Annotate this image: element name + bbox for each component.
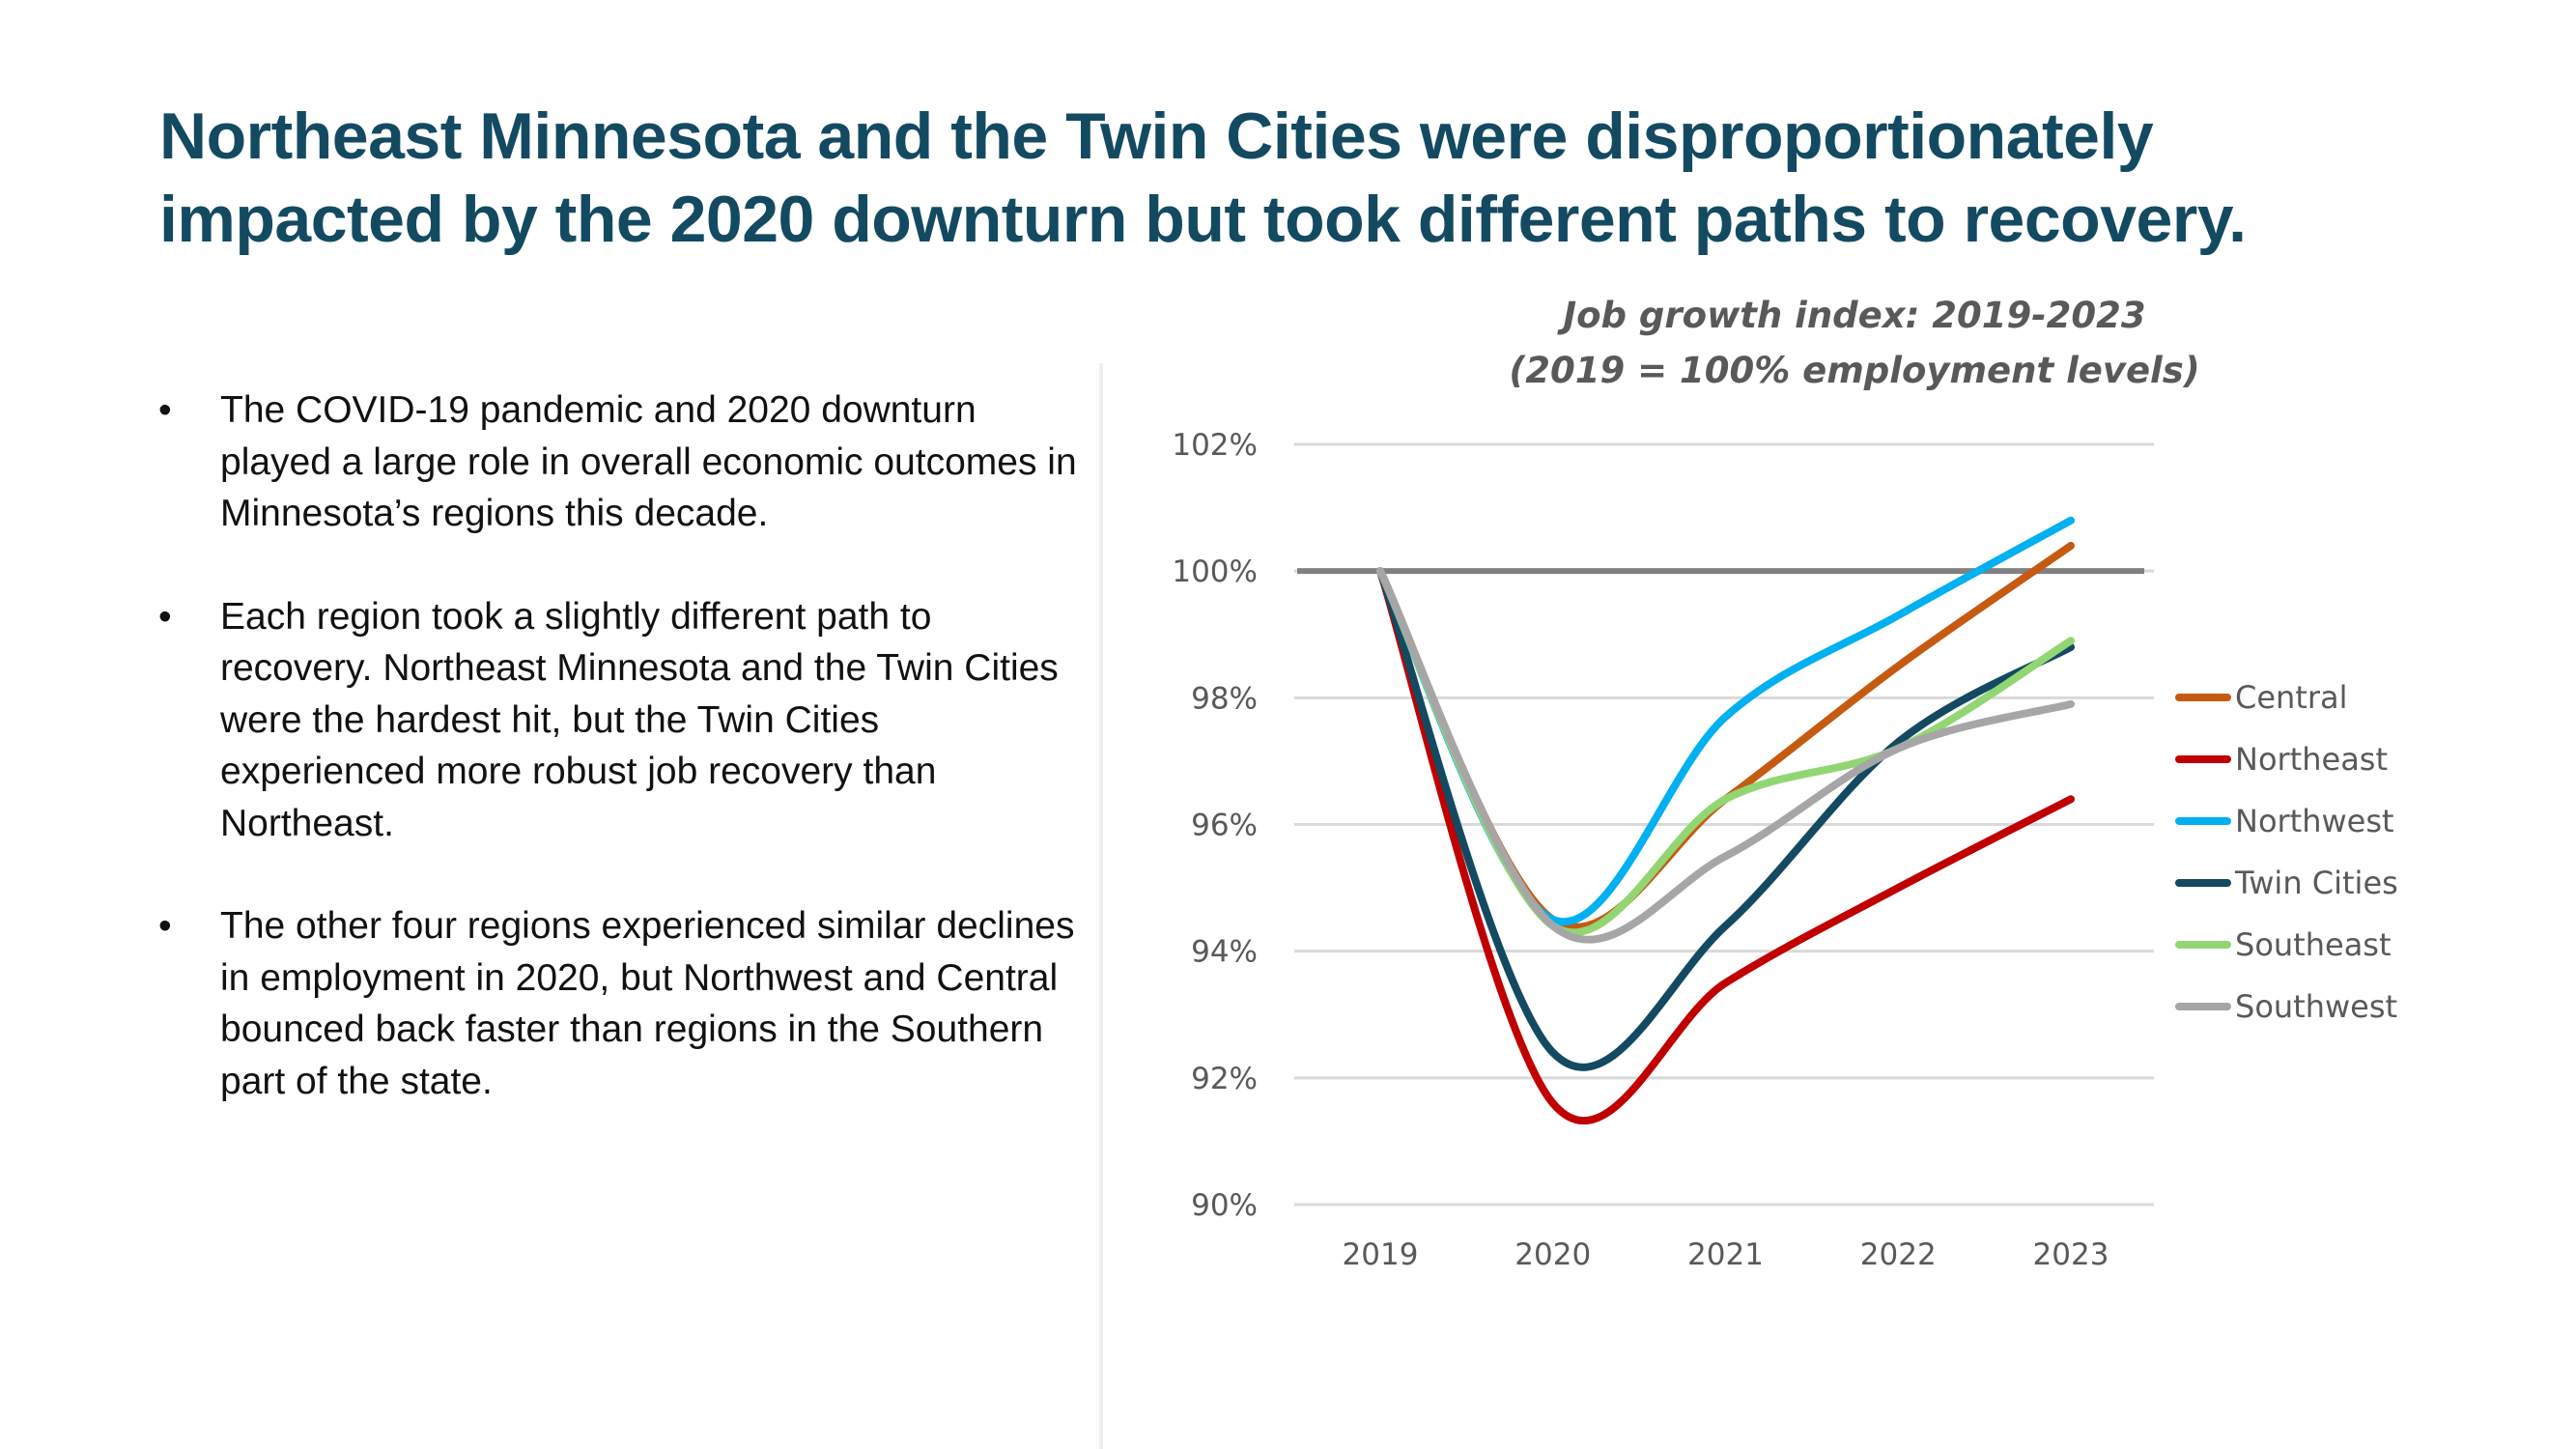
- legend-swatch-icon: [2175, 1003, 2231, 1010]
- legend-item: Central: [2175, 667, 2398, 728]
- x-tick-label: 2022: [1860, 1237, 1937, 1272]
- slide-title-line-2: impacted by the 2020 downturn but took d…: [159, 183, 2247, 256]
- y-tick-label: 102%: [1172, 428, 1258, 463]
- x-tick-label: 2019: [1343, 1237, 1419, 1272]
- series-line-central: [1376, 541, 2075, 931]
- legend-label: Southwest: [2235, 988, 2398, 1025]
- legend-swatch-icon: [2175, 755, 2231, 763]
- legend-swatch-icon: [2175, 694, 2231, 701]
- bullet-marker: •: [158, 389, 172, 431]
- bullet-item: • Each region took a slightly different …: [155, 591, 1082, 850]
- legend-item: Northwest: [2175, 790, 2398, 852]
- bullet-list: • The COVID-19 pandemic and 2020 downtur…: [155, 384, 1082, 1158]
- legend-item: Southwest: [2175, 976, 2398, 1037]
- y-tick-label: 100%: [1172, 554, 1258, 589]
- chart-title-block: Job growth index: 2019-2023 (2019 = 100%…: [1449, 288, 2260, 398]
- legend-swatch-icon: [2175, 879, 2231, 887]
- y-tick-label: 96%: [1191, 809, 1258, 843]
- legend-label: Northwest: [2235, 803, 2394, 839]
- y-tick-label: 92%: [1191, 1062, 1258, 1096]
- chart-legend: Central Northeast Northwest Twin Cities Sout…: [2175, 667, 2398, 1037]
- bullet-text: The other four regions experienced simil…: [220, 905, 1075, 1102]
- column-divider: [1099, 363, 1103, 1449]
- y-tick-label: 90%: [1191, 1188, 1258, 1223]
- slide-title-line-1: Northeast Minnesota and the Twin Cities …: [159, 99, 2154, 173]
- bullet-item: • The COVID-19 pandemic and 2020 downtur…: [155, 384, 1082, 540]
- bullet-marker: •: [158, 595, 172, 638]
- chart-title: Job growth index: 2019-2023: [1563, 295, 2146, 336]
- slide-title: Northeast Minnesota and the Twin Cities …: [159, 95, 2526, 261]
- legend-label: Northeast: [2235, 741, 2389, 778]
- legend-item: Southeast: [2175, 914, 2398, 976]
- legend-swatch-icon: [2175, 941, 2231, 949]
- legend-item: Northeast: [2175, 728, 2398, 790]
- bullet-marker: •: [158, 905, 172, 947]
- legend-label: Central: [2235, 679, 2348, 716]
- bullet-text: The COVID-19 pandemic and 2020 downturn …: [220, 389, 1077, 534]
- x-tick-label: 2021: [1687, 1237, 1764, 1272]
- legend-label: Southeast: [2235, 926, 2392, 963]
- legend-swatch-icon: [2175, 817, 2231, 825]
- series-line-northeast: [1376, 567, 2075, 1124]
- legend-item: Twin Cities: [2175, 852, 2398, 914]
- y-tick-label: 94%: [1191, 935, 1258, 970]
- series-line-northwest: [1376, 516, 2075, 926]
- bullet-text: Each region took a slightly different pa…: [220, 595, 1059, 844]
- y-tick-label: 98%: [1191, 681, 1258, 716]
- x-tick-label: 2023: [2033, 1237, 2109, 1272]
- legend-label: Twin Cities: [2235, 865, 2398, 901]
- series-line-twin-cities: [1376, 567, 2075, 1071]
- series-line-southeast: [1376, 567, 2075, 937]
- chart-subtitle: (2019 = 100% employment levels): [1509, 350, 2200, 391]
- bullet-item: • The other four regions experienced sim…: [155, 900, 1082, 1107]
- series-line-southwest: [1376, 567, 2075, 944]
- x-tick-label: 2020: [1514, 1237, 1591, 1272]
